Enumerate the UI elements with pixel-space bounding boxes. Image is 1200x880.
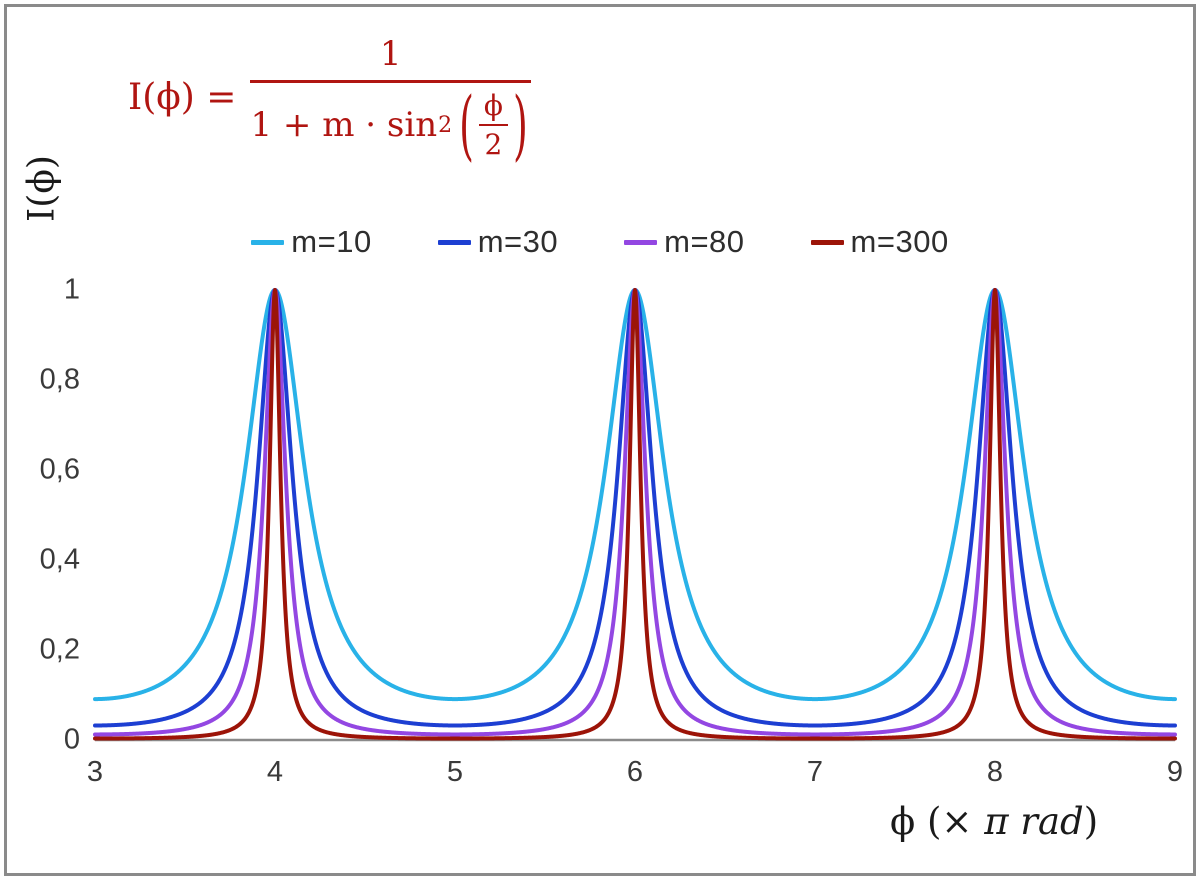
- x-tick-label-6: 6: [626, 756, 644, 788]
- x-tick-label-9: 9: [1166, 756, 1184, 788]
- legend-marker-m80: [624, 239, 658, 245]
- legend: m=10 m=30 m=80 m=300: [0, 224, 1200, 260]
- x-tick-label-7: 7: [806, 756, 824, 788]
- legend-item-m300: m=300: [810, 224, 949, 260]
- legend-item-m30: m=30: [437, 224, 559, 260]
- right-paren: ): [513, 81, 528, 169]
- legend-label-m300: m=300: [850, 224, 949, 259]
- y-tick-label-0,4: 0,4: [39, 543, 80, 576]
- legend-item-m80: m=80: [624, 224, 744, 260]
- legend-label-m10: m=10: [291, 224, 372, 259]
- formula-den-prefix: 1 + m · sin: [250, 105, 438, 145]
- x-axis-label-italic: π rad: [984, 800, 1084, 843]
- legend-label-m80: m=80: [664, 224, 745, 259]
- inner-numerator: ϕ: [478, 89, 509, 126]
- inner-denominator: 2: [484, 128, 503, 161]
- legend-item-m10: m=10: [251, 224, 371, 260]
- x-axis-label-pre: ϕ (×: [890, 800, 985, 843]
- x-tick-label-4: 4: [266, 756, 284, 788]
- y-tick-label-0,6: 0,6: [39, 453, 80, 486]
- formula-den-exponent: 2: [438, 112, 453, 138]
- formula-numerator: 1: [250, 34, 531, 83]
- legend-marker-m300: [810, 239, 844, 245]
- legend-marker-m30: [437, 239, 471, 245]
- y-tick-label-0,2: 0,2: [39, 633, 80, 666]
- series-line-m80: [93, 288, 1177, 737]
- y-tick-label-0,8: 0,8: [39, 363, 80, 396]
- legend-marker-m10: [251, 239, 285, 245]
- y-tick-label-1: 1: [63, 273, 80, 306]
- legend-label-m30: m=30: [477, 224, 559, 259]
- chart-frame: [4, 4, 1196, 876]
- formula-denominator: 1 + m · sin 2 ( ϕ 2 ): [250, 81, 530, 169]
- series-line-m30: [93, 288, 1177, 728]
- x-axis-label-post: ): [1083, 800, 1099, 843]
- x-tick-label-5: 5: [446, 756, 464, 788]
- x-axis-label: ϕ (× π rad): [890, 800, 1098, 843]
- left-paren: (: [459, 81, 474, 169]
- y-tick-label-0: 0: [63, 723, 80, 756]
- x-tick-label-3: 3: [86, 756, 104, 788]
- formula-fraction: 1 1 + m · sin 2 ( ϕ 2 ): [250, 34, 531, 169]
- formula-lhs: I(ϕ) =: [128, 77, 237, 118]
- series-line-m300: [93, 288, 1177, 741]
- x-tick-label-8: 8: [986, 756, 1004, 788]
- inner-fraction: ϕ 2: [478, 89, 509, 161]
- formula-annotation: I(ϕ) = 1 1 + m · sin 2 ( ϕ 2 ): [128, 34, 531, 169]
